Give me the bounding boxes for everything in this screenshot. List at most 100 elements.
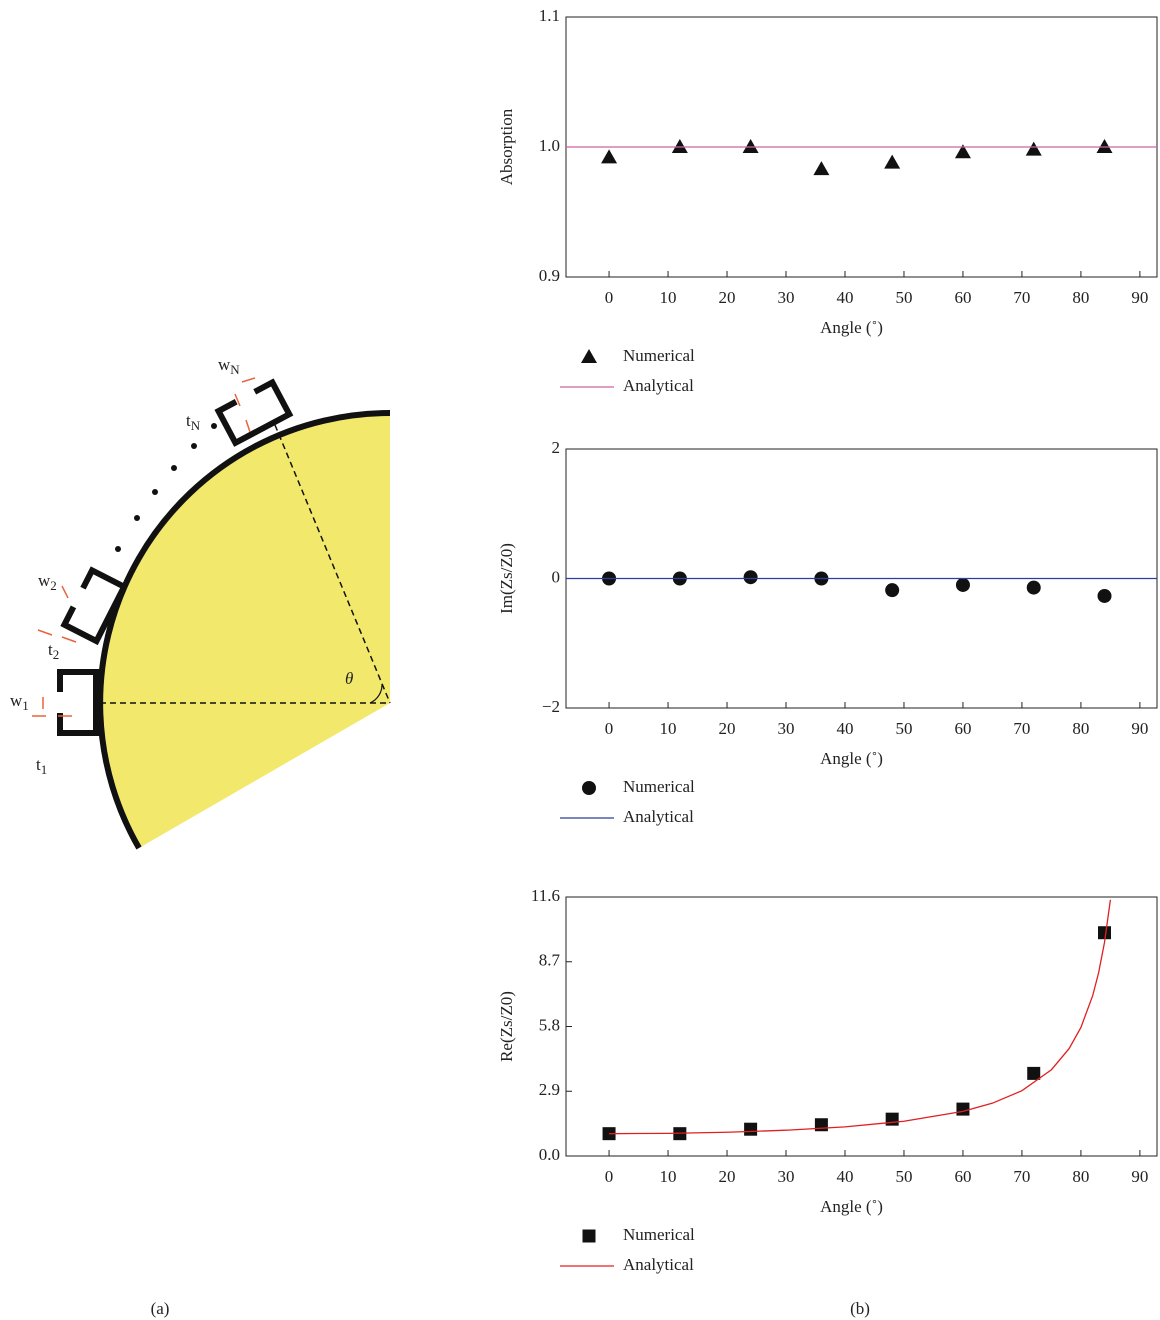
label-sub: 1: [22, 698, 29, 713]
x-tick-label: 80: [1072, 288, 1089, 307]
marker: [885, 583, 900, 598]
y-tick-label: 0.0: [539, 1145, 560, 1164]
x-tick-label: 40: [836, 1167, 853, 1186]
x-tick-label: 60: [954, 1167, 971, 1186]
legend-marker: [582, 781, 596, 795]
y-tick-label: −2: [542, 697, 560, 716]
sector: [100, 413, 391, 848]
legend-label: Analytical: [623, 1255, 694, 1274]
resonator: [214, 378, 294, 447]
label-sub: N: [230, 362, 240, 377]
marker: [601, 149, 618, 164]
x-tick-label: 50: [895, 288, 912, 307]
x-tick-label: 50: [895, 719, 912, 738]
x-tick-label: 60: [954, 719, 971, 738]
marker: [884, 154, 901, 169]
x-tick-label: 30: [778, 719, 795, 738]
y-axis-label: Re(Zs/Z0): [497, 991, 516, 1062]
legend-label: Numerical: [623, 346, 695, 365]
x-axis-label: Angle (˚): [820, 318, 883, 337]
x-tick-label: 90: [1131, 719, 1148, 738]
caption: (b): [850, 1299, 870, 1318]
y-tick-label: 2: [552, 438, 561, 457]
caption: (a): [151, 1299, 170, 1318]
x-tick-label: 60: [954, 288, 971, 307]
marker: [955, 577, 970, 592]
y-axis-label: Im(Zs/Z0): [497, 543, 516, 614]
label-text: w: [10, 691, 23, 710]
label-sub: N: [191, 418, 201, 433]
marker: [671, 139, 688, 153]
y-tick-label: 5.8: [539, 1015, 560, 1034]
marker: [742, 139, 759, 153]
x-axis-label: Angle (˚): [820, 1197, 883, 1216]
marker: [1097, 588, 1112, 603]
x-tick-label: 40: [836, 719, 853, 738]
label-sub: 2: [53, 647, 60, 662]
resonator: [60, 566, 129, 646]
x-tick-label: 80: [1072, 719, 1089, 738]
chart: 0.9 1.0 1.1 0 10 20 30 40 50 60 70 80 90 Angle (˚) Abs…: [497, 6, 1158, 395]
x-tick-label: 70: [1013, 288, 1030, 307]
label-text: w: [218, 355, 231, 374]
x-tick-label: 10: [660, 719, 677, 738]
marker: [1025, 141, 1042, 156]
x-tick-label: 70: [1013, 1167, 1030, 1186]
diagram-label: t2: [48, 640, 59, 662]
marker: [743, 570, 758, 585]
marker: [813, 161, 830, 176]
plot-frame: [565, 896, 1158, 1157]
x-tick-label: 10: [660, 1167, 677, 1186]
x-tick-label: 70: [1013, 719, 1030, 738]
x-tick-label: 10: [660, 288, 677, 307]
y-tick-label: 8.7: [539, 951, 561, 970]
marker: [1098, 926, 1112, 940]
diagram-label: t1: [36, 755, 47, 777]
x-tick-label: 40: [836, 288, 853, 307]
x-tick-label: 0: [605, 288, 614, 307]
marker: [885, 1112, 899, 1126]
marker: [954, 144, 971, 159]
y-tick-label: 2.9: [539, 1080, 560, 1099]
arrows: [32, 377, 256, 717]
diagram-label: w1: [10, 691, 29, 713]
marker: [1027, 1066, 1041, 1080]
x-axis-label: Angle (˚): [820, 749, 883, 768]
x-tick-label: 20: [719, 288, 736, 307]
x-tick-label: 20: [719, 1167, 736, 1186]
x-tick-label: 30: [778, 1167, 795, 1186]
legend-marker: [581, 349, 597, 363]
marker: [1026, 580, 1041, 595]
legend-marker: [582, 1229, 596, 1243]
legend-label: Numerical: [623, 1225, 695, 1244]
x-tick-label: 0: [605, 1167, 614, 1186]
resonator: [57, 669, 99, 736]
radius: [274, 424, 391, 704]
y-tick-label: 0.9: [539, 266, 560, 285]
marker: [814, 1118, 828, 1132]
diagram-label: tN: [186, 411, 201, 433]
x-tick-label: 90: [1131, 288, 1148, 307]
diagram-label: θ: [345, 669, 353, 688]
chart: 0.0 2.9 5.8 8.7 11.6 0 10 20 30 40 50 60 70 80 90 Angle…: [497, 886, 1158, 1274]
analytical-line: [609, 899, 1112, 1135]
diagram-label: w2: [38, 571, 57, 593]
label-text: w: [38, 571, 51, 590]
x-tick-label: 50: [895, 1167, 912, 1186]
y-tick-label: 1.1: [539, 6, 560, 25]
y-tick-label: 11.6: [531, 886, 560, 905]
x-tick-label: 90: [1131, 1167, 1148, 1186]
angle-arc: [369, 683, 383, 704]
x-tick-label: 0: [605, 719, 614, 738]
marker: [956, 1102, 970, 1116]
arc: [97, 410, 391, 850]
y-tick-label: 1.0: [539, 136, 560, 155]
label-text: t: [48, 640, 53, 659]
marker: [1096, 139, 1113, 153]
label-sub: 2: [50, 578, 57, 593]
y-tick-label: 0: [552, 567, 561, 586]
label-sub: 1: [41, 762, 48, 777]
